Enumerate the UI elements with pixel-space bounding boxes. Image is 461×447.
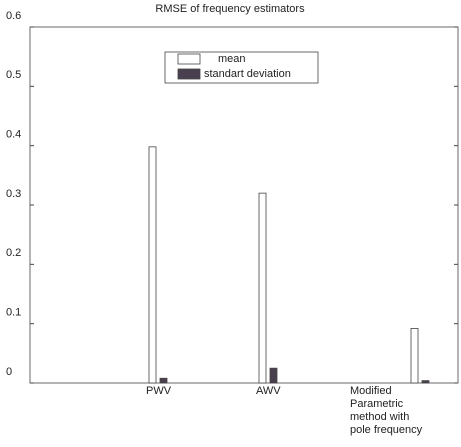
x-tick-label: Modified Parametric method with pole fre… <box>350 385 423 436</box>
legend-label: standart deviation <box>204 68 291 80</box>
y-tick-label: 0.6 <box>6 10 21 22</box>
bar <box>421 380 430 384</box>
y-tick-label: 0.2 <box>6 247 21 259</box>
y-tick-label: 0.5 <box>6 69 21 81</box>
x-tick-label: AWV <box>256 385 281 397</box>
x-tick-label: PWV <box>146 385 172 397</box>
legend-swatch <box>177 53 201 65</box>
legend-swatch <box>177 68 201 80</box>
bar <box>258 192 267 384</box>
bar <box>410 328 419 384</box>
chart-title: RMSE of frequency estimators <box>155 3 305 15</box>
bar <box>269 367 278 384</box>
y-tick-label: 0.1 <box>6 307 21 319</box>
bar <box>148 146 157 384</box>
y-tick-label: 0.3 <box>6 188 21 200</box>
y-tick-label: 0.4 <box>6 129 21 141</box>
legend-label: mean <box>218 53 246 65</box>
bar <box>159 377 168 384</box>
y-tick-label: 0 <box>6 366 12 378</box>
